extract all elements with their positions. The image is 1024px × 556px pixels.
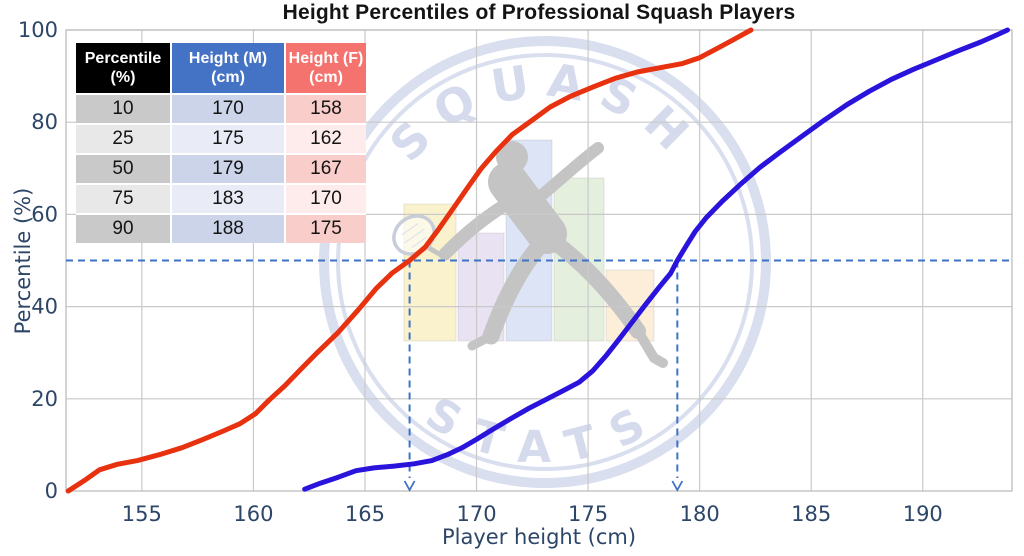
table-header-col1: Height (M) (cm): [172, 43, 284, 93]
down-arrow-icon: [403, 480, 416, 492]
x-tick-label: 190: [903, 502, 943, 526]
table-cell: 167: [286, 155, 366, 183]
watermark-outer-ring: [319, 36, 771, 488]
x-axis-label: Player height (cm): [441, 525, 637, 549]
table-cell: 175: [172, 125, 284, 153]
table-header-col2: Height (F) (cm): [286, 43, 366, 93]
table-cell: 90: [76, 215, 170, 243]
player-back-foot: [633, 326, 668, 368]
table-cell: 158: [286, 95, 366, 123]
watermark-inner-ring: [336, 53, 754, 471]
player-torso: [488, 162, 567, 254]
table-header-col0: Percentile (%): [76, 43, 170, 93]
y-tick-label: 100: [18, 18, 58, 42]
y-axis-label: Percentile (%): [11, 187, 35, 335]
racket-handle: [427, 245, 448, 261]
x-tick-label: 165: [345, 502, 385, 526]
median-reference-lines: [66, 259, 1012, 492]
x-tick-label: 185: [791, 502, 831, 526]
table-cell: 162: [286, 125, 366, 153]
male-curve: [302, 27, 1010, 492]
female-curve: [65, 27, 754, 494]
percentile-curves: [65, 27, 1010, 494]
player-back-arm: [530, 142, 604, 206]
table-cell: 170: [286, 185, 366, 213]
player-front-arm: [438, 189, 527, 261]
percentile-table: Percentile (%) Height (M) (cm) Height (F) (cm…: [76, 43, 366, 243]
x-tick-label: 180: [680, 502, 720, 526]
table-cell: 75: [76, 185, 170, 213]
table-cell: 183: [172, 185, 284, 213]
y-tick-label: 80: [31, 110, 58, 134]
table-cell: 10: [76, 95, 170, 123]
y-tick-label: 0: [45, 479, 58, 503]
x-tick-label: 175: [568, 502, 608, 526]
table-cell: 25: [76, 125, 170, 153]
x-tick-label: 160: [233, 502, 273, 526]
y-tick-label: 60: [31, 202, 58, 226]
chart-title: Height Percentiles of Professional Squas…: [282, 1, 796, 24]
table-cell: 175: [286, 215, 366, 243]
player-front-foot: [467, 331, 496, 351]
table-cell: 170: [172, 95, 284, 123]
player-front-leg: [482, 234, 551, 345]
x-tick-label: 170: [456, 502, 496, 526]
table-cell: 188: [172, 215, 284, 243]
y-tick-label: 40: [31, 295, 58, 319]
table-cell: 179: [172, 155, 284, 183]
y-tick-label: 20: [31, 387, 58, 411]
x-tick-label: 155: [122, 502, 162, 526]
table-cell: 50: [76, 155, 170, 183]
down-arrow-icon: [671, 480, 684, 492]
